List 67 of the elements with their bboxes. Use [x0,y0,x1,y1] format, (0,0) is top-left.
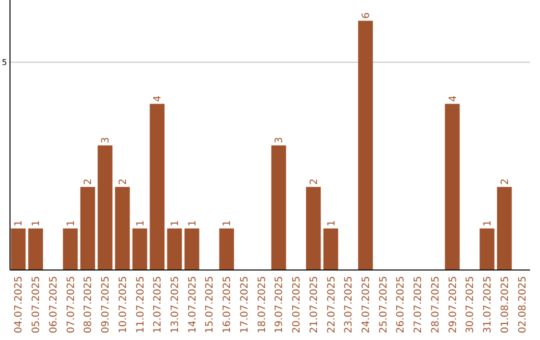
data-label: 1 [187,220,198,226]
bar [98,145,112,270]
data-label: 1 [482,220,494,226]
x-tick-label: 06.07.2025 [48,276,60,334]
bar [132,228,148,270]
data-label: 2 [308,178,320,185]
x-tick-label: 21.07.2025 [308,276,320,334]
x-tick-label: 08.07.2025 [83,276,94,334]
x-tick-label: 26.07.2025 [396,276,407,334]
data-label: 1 [326,220,338,226]
x-tick-label: 02.08.2025 [517,276,528,334]
bar [62,228,78,270]
x-tick-label: 20.07.2025 [292,276,303,334]
data-label: 2 [500,178,511,185]
data-label: 1 [31,220,42,226]
x-tick-label: 30.07.2025 [465,276,476,334]
data-label: 6 [360,12,372,19]
bar [219,228,234,270]
x-tick-label: 07.07.2025 [66,276,77,334]
bar [497,186,512,270]
x-tick-label: 11.07.2025 [135,276,146,334]
data-label: 1 [222,220,234,226]
bar [28,228,43,270]
bar [323,228,338,270]
x-tick-label: 22.07.2025 [326,276,338,334]
data-label: 4 [448,95,459,102]
x-tick-label: 14.07.2025 [187,276,198,334]
bar [115,186,130,270]
x-tick-label: 27.07.2025 [413,276,424,334]
data-label: 1 [66,220,77,226]
data-label: 2 [83,178,94,185]
bar [167,228,182,270]
x-tick-label: 29.07.2025 [448,276,459,334]
x-tick-label: 16.07.2025 [222,276,234,334]
x-tick-label: 18.07.2025 [256,276,268,334]
bar [10,228,26,270]
x-tick-label: 28.07.2025 [430,276,442,334]
data-label: 3 [274,137,286,144]
x-tick-label: 10.07.2025 [118,276,129,334]
x-tick-label: 09.07.2025 [100,276,112,334]
data-label: 1 [14,220,25,226]
x-tick-label: 15.07.2025 [204,276,216,334]
x-tick-label: 12.07.2025 [152,276,164,334]
bar [306,186,321,270]
data-label: 1 [135,220,146,226]
data-label: 3 [100,137,112,144]
bar [271,145,286,270]
x-tick-label: 05.07.2025 [31,276,42,334]
y-tick-label: 5 [2,58,7,68]
bar [150,104,165,270]
data-label: 4 [152,95,164,102]
x-tick-label: 31.07.2025 [482,276,494,334]
x-tick-label: 01.08.2025 [500,276,511,334]
x-tick-label: 04.07.2025 [14,276,25,334]
x-tick-label: 24.07.2025 [360,276,372,334]
x-tick-label: 25.07.2025 [378,276,390,334]
x-tick-label: 23.07.2025 [344,276,355,334]
bar [358,20,373,270]
x-tick-label: 17.07.2025 [239,276,250,334]
data-label: 2 [118,178,129,185]
x-tick-label: 13.07.2025 [170,276,182,334]
bar [184,228,200,270]
bar [480,228,494,270]
data-label: 1 [170,220,182,226]
x-tick-label: 19.07.2025 [274,276,286,334]
bar [444,104,460,270]
bar [80,186,96,270]
